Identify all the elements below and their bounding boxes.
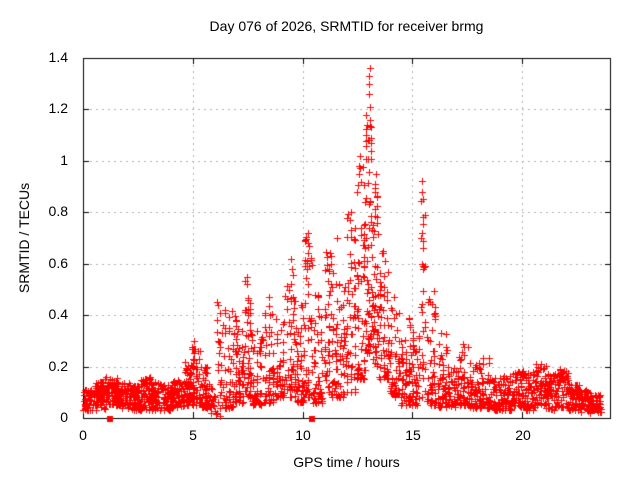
y-axis-label: SRMTID / TECUs	[16, 182, 32, 294]
y-tick-label: 0.8	[48, 203, 68, 219]
x-tick-label: 10	[295, 427, 311, 443]
x-tick-label: 20	[515, 427, 531, 443]
y-tick-label: 1.2	[48, 100, 68, 116]
y-tick-label: 1.4	[48, 49, 68, 65]
chart-title: Day 076 of 2026, SRMTID for receiver brm…	[209, 18, 484, 34]
x-tick-label: 5	[189, 427, 197, 443]
x-axis-label: GPS time / hours	[293, 454, 400, 470]
x-tick-label: 0	[79, 427, 87, 443]
y-tick-label: 1	[60, 152, 68, 168]
y-tick-label: 0.4	[48, 306, 68, 322]
y-tick-label: 0.2	[48, 358, 68, 374]
y-tick-label: 0	[60, 409, 68, 425]
y-tick-label: 0.6	[48, 255, 68, 271]
x-tick-label: 15	[405, 427, 421, 443]
